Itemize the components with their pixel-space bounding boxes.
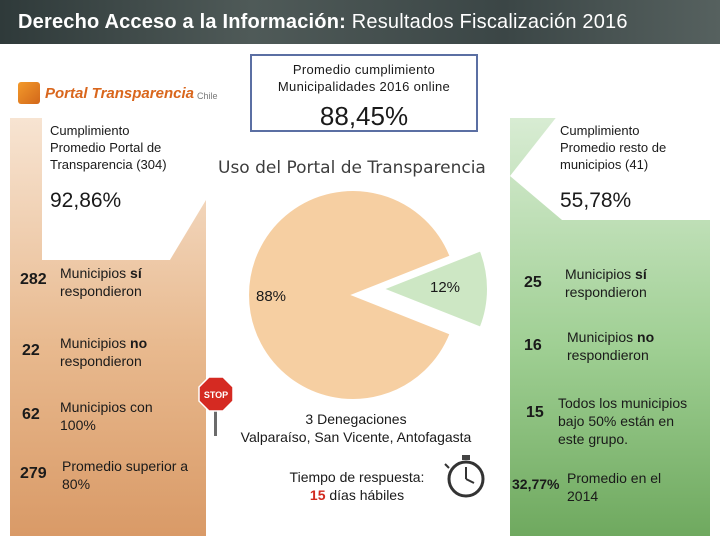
summary-value: 88,45% [319, 101, 409, 131]
tiempo-respuesta: Tiempo de respuesta: 15 días hábiles [289, 469, 425, 503]
summary-label: Promedio cumplimiento Municipalidades 20… [277, 62, 451, 94]
left-row-4-num: 279 [20, 465, 47, 482]
right-row-1-num: 25 [524, 274, 542, 291]
left-row-2-text: Municipios no respondieron [60, 335, 148, 369]
right-value: 55,78% [560, 189, 632, 212]
header-bar: Derecho Acceso a la Información: Resulta… [0, 0, 720, 44]
stopwatch-icon [444, 455, 485, 498]
summary-box: Promedio cumplimiento Municipalidades 20… [250, 54, 478, 132]
stop-sign-icon: STOP [198, 376, 234, 436]
right-row-2-num: 16 [524, 337, 542, 354]
right-avg-value: 32,77% [512, 476, 560, 492]
logo-mark-icon [18, 82, 40, 104]
left-row-2-num: 22 [22, 342, 40, 359]
logo-country: Chile [196, 90, 218, 101]
left-row-3-num: 62 [22, 406, 40, 423]
right-avg-text: Promedio en el 2014 [567, 470, 662, 504]
left-row-3-text: Municipios con 100% [60, 399, 153, 433]
portal-transparencia-logo: Portal Transparencia Chile [18, 80, 217, 106]
left-card-title: Cumplimiento Promedio Portal de Transpar… [50, 123, 167, 172]
pie-slice-88 [247, 189, 452, 401]
pie-label-88: 88% [256, 288, 286, 305]
pie-label-12: 12% [430, 279, 460, 296]
right-row-3-num: 15 [526, 404, 544, 421]
left-row-1-text: Municipios sí respondieron [60, 265, 142, 299]
stop-sign-text: STOP [204, 390, 228, 400]
right-row-3-text: Todos los municipios bajo 50% están en e… [558, 395, 688, 447]
pie-slice-12 [380, 249, 489, 329]
right-row-1-text: Municipios sí respondieron [565, 266, 647, 300]
left-value: 92,86% [50, 189, 122, 212]
header-title-rest: Resultados Fiscalización 2016 [345, 11, 628, 33]
left-card [42, 110, 206, 260]
pie-title: Uso del Portal de Transparencia [218, 158, 486, 178]
left-row-1-num: 282 [20, 271, 47, 288]
logo-name: Portal Transparencia [45, 84, 194, 102]
right-row-2-text: Municipios no respondieron [567, 329, 655, 363]
right-card-title: Cumplimiento Promedio resto de municipio… [560, 123, 667, 172]
left-row-4-text: Promedio superior a 80% [62, 458, 189, 492]
denegaciones: 3 Denegaciones Valparaíso, San Vicente, … [240, 411, 472, 445]
pie-chart: 88% 12% [247, 189, 489, 401]
header-title-bold: Derecho Acceso a la Información: [18, 11, 346, 33]
